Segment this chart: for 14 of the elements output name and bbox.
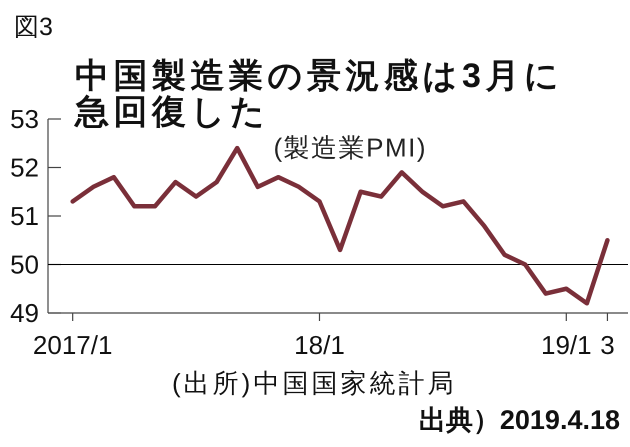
y-tick-label: 51: [10, 201, 39, 231]
x-tick-label: 3: [600, 330, 615, 360]
chart-title: 中国製造業の景況感は3月に急回復した: [75, 57, 564, 131]
x-tick-label: 18/1: [294, 330, 345, 360]
y-tick-label: 49: [10, 298, 39, 328]
source-note: 出典）2019.4.18: [418, 404, 620, 437]
text: (製造業PMI): [274, 132, 428, 163]
text: (出所)中国国家統計局: [172, 367, 456, 400]
x-tick-label: 19/1: [540, 330, 592, 360]
y-tick-label: 52: [10, 152, 39, 182]
y-tick-label: 50: [10, 250, 39, 280]
x-tick-label: 2017/1: [32, 330, 112, 360]
y-tick-label: 53: [10, 104, 39, 134]
caption: 図3: [14, 12, 53, 43]
